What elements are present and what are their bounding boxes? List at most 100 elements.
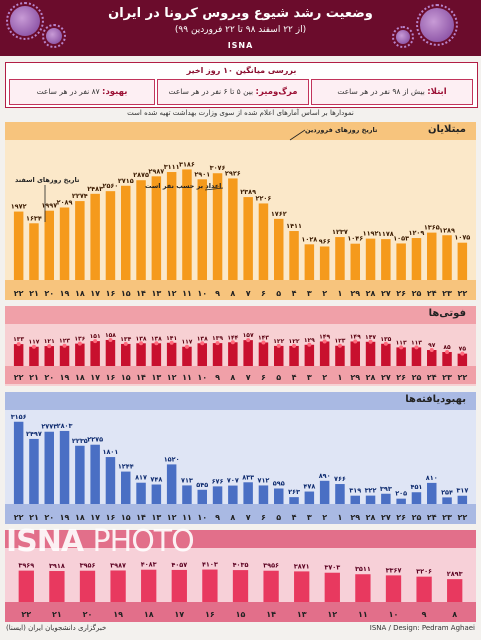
bar [75, 343, 85, 366]
bar-top-dot [93, 339, 98, 344]
tick-label: ۲۹ [350, 289, 360, 298]
value-label: ۱۴۳ [258, 334, 269, 341]
bar [151, 343, 162, 366]
tick-label: ۱ [338, 513, 343, 522]
tick-label: ۱۵ [121, 373, 131, 382]
bar [202, 569, 218, 602]
bar [13, 211, 24, 280]
tick-label: ۲۱ [29, 373, 39, 382]
value-label: ۷۰۷ [227, 477, 239, 485]
tick-label: ۲۱ [52, 610, 62, 619]
value-label: ۱۹۷۲ [11, 203, 27, 211]
bar-top-dot [261, 340, 266, 345]
tick-label: ۱۰ [197, 513, 207, 522]
tick-label: ۱۴ [136, 513, 146, 522]
bar-top-dot [184, 344, 189, 349]
value-label: ۳۹۸۷ [110, 561, 126, 569]
bar [59, 207, 70, 280]
value-label: ۴۱۰۳ [202, 561, 218, 569]
bar [197, 343, 207, 366]
bar-top-dot [292, 343, 297, 348]
tick-label: ۱۰ [197, 373, 207, 382]
value-label: ۱۴۷ [365, 334, 376, 341]
value-label: ۶۷۶ [212, 477, 224, 485]
bar [396, 243, 406, 280]
value-label: ۳۲۲ [365, 487, 377, 495]
bar [365, 238, 376, 280]
value-label: ۴۵۱ [410, 483, 422, 491]
bar-top-dot [414, 345, 419, 350]
summary-death-text: بین ۵ تا ۶ نفر در هر ساعت [168, 87, 254, 96]
tick-label: ۱۶ [106, 513, 116, 522]
bar [13, 421, 24, 504]
tick-label: ۷ [246, 289, 251, 298]
tick-label: ۱۳ [151, 513, 161, 522]
value-label: ۲۹۲۶ [225, 169, 241, 177]
tick-label: ۲۰ [44, 373, 54, 382]
bar [90, 193, 100, 280]
recovered-panel: بهبودیافته‌ها ۳۱۷ ۲۲ ۲۵۴ ۲۳ ۸۱۰ ۲۴ ۴۵۱ ۲۵ ۲۰۵ ۲۶ ۳… [5, 392, 476, 524]
summary-recovery: بهبود: ۸۷ نفر در هر ساعت [9, 79, 155, 105]
tick-label: ۲۲ [14, 513, 24, 522]
bar [416, 576, 432, 602]
value-label: ۱۰۷۵ [454, 234, 470, 242]
value-label: ۳۹۳ [380, 485, 392, 493]
value-label: ۲۹۸۷ [148, 167, 164, 175]
tick-label: ۲۲ [457, 289, 467, 298]
value-label: ۱۱۹۲ [363, 230, 379, 238]
bar [90, 341, 100, 366]
value-label: ۱۵۱ [90, 333, 101, 340]
value-label: ۳۱۱۱ [164, 163, 180, 171]
watermark-logo: ISNA PHOTO [6, 524, 195, 559]
value-label: ۲۵۴ [441, 488, 453, 496]
bar [171, 569, 187, 602]
tick-label: ۱۲ [327, 610, 337, 619]
bar [166, 172, 177, 280]
summary-infection: ابتلا: بیش از ۹۸ نفر در هر ساعت [311, 79, 473, 105]
bar [212, 343, 223, 366]
bar [49, 571, 65, 602]
bar [457, 353, 468, 366]
bar [350, 495, 360, 504]
value-label: ۸۳۳ [242, 473, 254, 481]
value-label: ۲۸۷۵ [133, 171, 149, 179]
bar [274, 218, 284, 280]
tick-label: ۱۱ [358, 610, 368, 619]
tick-label: ۱۹ [113, 610, 123, 619]
summary-box: بررسی میانگین ۱۰ روز اخیر ابتلا: بیش از … [5, 62, 478, 108]
value-label: ۲۸۰۳ [57, 422, 73, 430]
bar [232, 570, 249, 602]
tick-label: ۱۷ [90, 289, 100, 298]
other-panel: ۲۸۹۳ ۸ ۳۲۰۶ ۹ ۳۳۶۷ ۱۰ ۳۵۱۱ ۱۱ ۳۷۰۳ ۱۲ ۳۸۷۱ ۱۳ ۳۹۵۶ ۱۴… [5, 530, 476, 622]
recovered-title: بهبودیافته‌ها [405, 394, 466, 405]
tick-label: ۱۳ [151, 289, 161, 298]
bar [136, 180, 146, 280]
recovered-title-bar [5, 392, 476, 410]
bar [396, 347, 406, 366]
annotation-esfand: تاریخ روزهای اسفند [15, 176, 79, 184]
bar [274, 345, 284, 366]
summary-recovery-text: ۸۷ نفر در هر ساعت [36, 87, 100, 96]
bar [243, 482, 253, 504]
tick-label: ۱۹ [60, 373, 70, 382]
bar [182, 169, 192, 280]
tick-label: ۱۲ [167, 513, 177, 522]
bar [182, 485, 192, 504]
bar [13, 344, 24, 366]
tick-label: ۱۵ [121, 289, 131, 298]
tick-label: ۴ [292, 289, 297, 298]
bar [29, 438, 39, 504]
bar-top-dot [123, 341, 128, 346]
bar [411, 347, 422, 366]
bar-top-dot [353, 339, 358, 344]
value-label: ۳۷۰۳ [324, 564, 340, 572]
tick-label: ۱۱ [182, 513, 192, 522]
bar [289, 497, 299, 504]
value-label: ۴۰۳۵ [233, 561, 249, 569]
annotation-people-leader [204, 187, 224, 191]
bar [105, 339, 116, 366]
value-label: ۳۱۷ [456, 487, 468, 495]
infected-title-bar [5, 122, 476, 140]
bar [258, 203, 269, 280]
bar [427, 232, 437, 280]
